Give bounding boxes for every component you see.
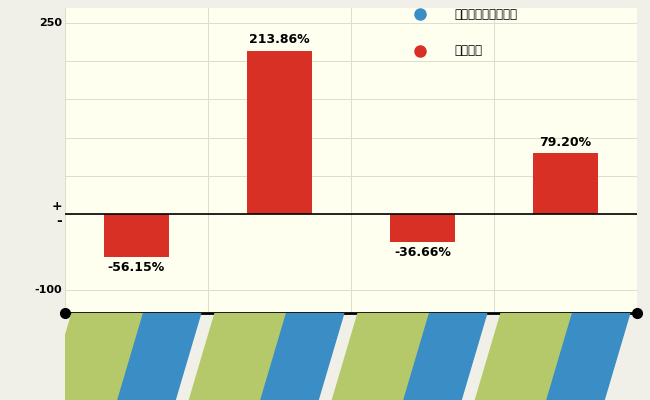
Text: కురిసినది: కురిసినది <box>454 8 517 20</box>
Polygon shape <box>475 313 573 400</box>
Polygon shape <box>46 313 144 400</box>
Text: -: - <box>57 214 62 228</box>
Text: 79.20%: 79.20% <box>540 136 592 149</box>
Bar <box>104 214 169 256</box>
Text: -36.66%: -36.66% <box>394 246 451 259</box>
Bar <box>390 214 455 242</box>
Text: 213.86%: 213.86% <box>249 33 310 46</box>
Text: -100: -100 <box>34 285 62 295</box>
Polygon shape <box>332 313 430 400</box>
Bar <box>247 51 312 214</box>
Polygon shape <box>118 313 201 400</box>
Text: -56.15%: -56.15% <box>108 261 165 274</box>
Text: +: + <box>51 200 62 213</box>
Bar <box>494 8 637 313</box>
Polygon shape <box>189 313 287 400</box>
Bar <box>534 154 598 214</box>
Polygon shape <box>547 313 630 400</box>
Bar <box>351 8 494 313</box>
Polygon shape <box>404 313 487 400</box>
Polygon shape <box>261 313 344 400</box>
Text: 250: 250 <box>39 18 62 28</box>
Bar <box>65 8 208 313</box>
Text: శాతం: శాతం <box>454 44 482 57</box>
Bar <box>208 8 351 313</box>
